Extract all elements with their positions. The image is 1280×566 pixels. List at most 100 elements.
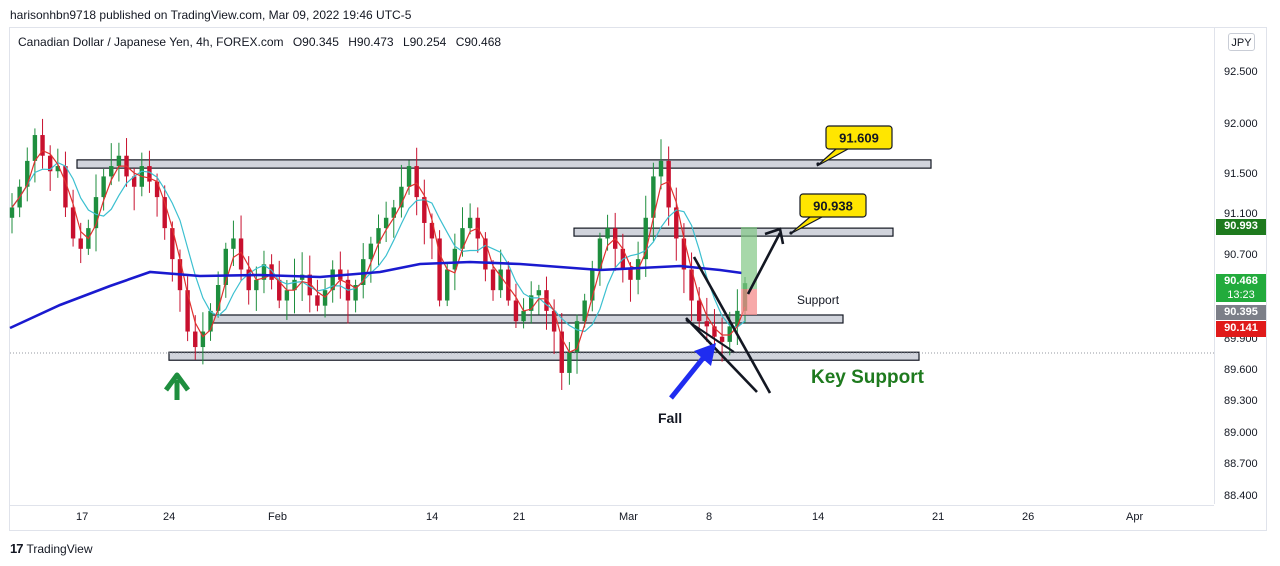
candle-body <box>277 279 282 301</box>
tradingview-mark-icon: 17 <box>10 541 24 556</box>
ma-mid-line <box>11 161 746 333</box>
callout-value: 91.609 <box>839 131 879 146</box>
candle-body <box>368 243 374 260</box>
candle-body <box>712 326 717 337</box>
sr-zone <box>573 227 894 237</box>
price-badge: 90.468 13:23 <box>1216 274 1266 302</box>
candle-body <box>78 238 83 249</box>
candle-body <box>231 238 236 249</box>
tradingview-logo[interactable]: 17 TradingView <box>10 541 93 556</box>
candle-body <box>483 238 488 270</box>
price-badge: 90.141 <box>1216 321 1266 337</box>
time-tick: 21 <box>513 511 526 523</box>
candle-body <box>719 336 725 342</box>
price-axis[interactable] <box>1214 28 1266 504</box>
candle-body <box>193 331 198 348</box>
candle-body <box>47 155 53 172</box>
time-tick: 14 <box>812 511 825 523</box>
time-axis[interactable] <box>10 505 1214 530</box>
candle-body <box>437 238 442 301</box>
ohlc-open: O90.345 <box>292 35 339 49</box>
symbol-name[interactable]: Canadian Dollar / Japanese Yen, 4h, FORE… <box>18 35 284 49</box>
candle-body <box>521 310 526 322</box>
candle-body <box>658 160 664 177</box>
candle-body <box>322 290 328 306</box>
candle-body <box>223 248 228 285</box>
candle-body <box>238 238 244 270</box>
sr-zone <box>168 351 920 361</box>
candle-body <box>383 217 389 229</box>
candle-body <box>651 176 656 218</box>
time-tick: Apr <box>1126 511 1144 523</box>
candle-body <box>551 310 557 332</box>
candle-body <box>254 279 259 291</box>
candle-body <box>681 238 687 270</box>
candle-body <box>735 310 740 327</box>
time-tick: 8 <box>706 511 713 523</box>
candle-body <box>147 166 152 182</box>
candle-body <box>490 269 496 291</box>
candle-body <box>406 166 412 187</box>
price-badge: 90.395 <box>1216 305 1266 320</box>
currency-button[interactable]: JPY <box>1228 33 1255 51</box>
candle-body <box>452 248 458 270</box>
candle-body <box>185 290 190 332</box>
blue-arrow-head-icon <box>694 343 716 366</box>
candle-body <box>63 166 68 208</box>
blue-arrow-line <box>669 355 706 400</box>
candle-body <box>315 295 320 306</box>
price-badge-countdown: 13:23 <box>1227 289 1255 301</box>
time-tick: Feb <box>268 511 287 523</box>
candle-body <box>170 228 175 260</box>
time-tick: 24 <box>163 511 176 523</box>
callout-box <box>825 125 893 150</box>
ohlc-close: C90.468 <box>455 35 502 49</box>
candle-body <box>574 321 580 353</box>
candle-body <box>544 290 549 311</box>
candle-body <box>460 228 465 249</box>
price-tick: 91.500 <box>1224 168 1258 180</box>
candle-body <box>101 176 106 198</box>
candle-body <box>506 269 511 301</box>
candle-body <box>666 160 671 208</box>
wedge-upper-line <box>692 256 772 394</box>
candle-body <box>582 300 587 322</box>
price-tick: 88.400 <box>1224 490 1258 502</box>
candle-body <box>399 186 404 208</box>
price-tick: 92.000 <box>1224 118 1258 130</box>
candle-body <box>330 269 335 291</box>
publisher-line: harisonhbn9718 published on TradingView.… <box>10 8 412 22</box>
candle-body <box>25 160 30 187</box>
time-tick: 21 <box>932 511 945 523</box>
candle-body <box>597 238 603 270</box>
callout-value: 90.938 <box>813 199 853 214</box>
price-badge: 90.993 <box>1216 219 1266 235</box>
candle-body <box>93 197 99 229</box>
candle-body <box>292 279 297 291</box>
candle-body <box>429 222 435 239</box>
ma-long-line <box>9 260 743 330</box>
candle-body <box>467 217 473 229</box>
candle-body <box>200 331 206 348</box>
price-tick: 89.000 <box>1224 427 1258 439</box>
candle-body <box>590 269 595 301</box>
candle-body <box>215 285 221 311</box>
time-tick: 17 <box>76 511 89 523</box>
candle-body <box>536 290 542 296</box>
candle-body <box>40 135 45 156</box>
candle-body <box>529 295 534 311</box>
callout-anchor-dot <box>816 162 820 166</box>
footer-brand: TradingView <box>26 541 93 556</box>
price-badge-value: 90.993 <box>1224 220 1258 232</box>
price-tick: 89.300 <box>1224 395 1258 407</box>
candle-body <box>376 228 381 244</box>
symbol-info: Canadian Dollar / Japanese Yen, 4h, FORE… <box>18 35 507 49</box>
reward-box <box>741 227 757 289</box>
sr-zone <box>76 159 932 169</box>
time-tick: Mar <box>619 511 638 523</box>
candle-body <box>422 197 427 223</box>
candle-body <box>55 166 61 172</box>
wedge-lower-line <box>685 317 758 393</box>
candle-body <box>605 228 610 239</box>
